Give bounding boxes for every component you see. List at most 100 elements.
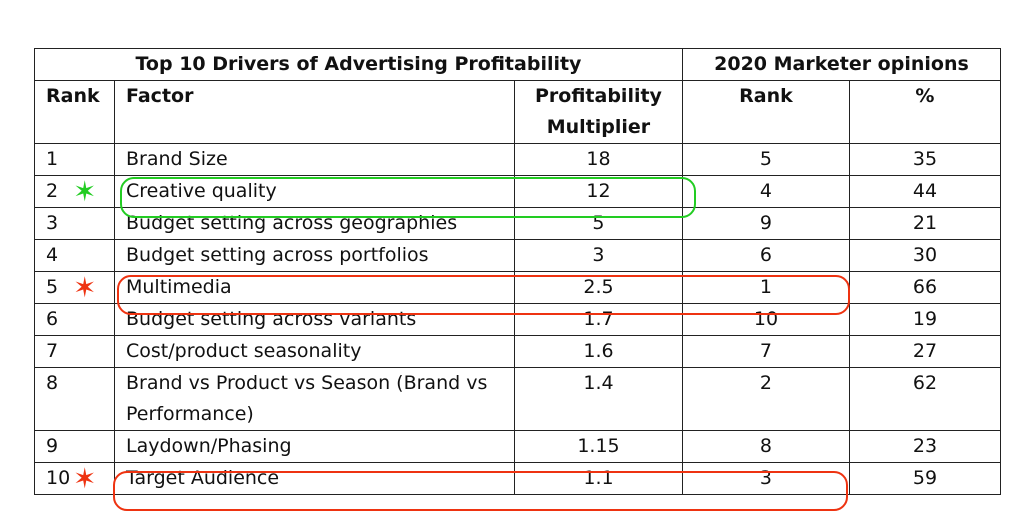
multiplier-cell: 1.4 (514, 367, 683, 431)
factor-cell: Cost/product seasonality (114, 335, 515, 368)
percent-cell-text: 35 (912, 148, 938, 170)
opinion-rank-cell-text: 3 (759, 467, 772, 489)
percent-cell: 19 (848, 303, 1001, 336)
factor-cell: Creative quality (114, 175, 515, 208)
multiplier-cell: 3 (514, 239, 683, 272)
red-star-icon: ✶ (73, 462, 97, 495)
multiplier-cell-text: 12 (586, 180, 611, 202)
rank-cell: 2 ✶ (34, 175, 115, 208)
percent-cell-text: 62 (912, 372, 938, 394)
percent-cell-text: 21 (912, 212, 938, 234)
rank-cell: 10 ✶ (34, 462, 115, 495)
table-row: 3 Budget setting across geographies 5 9 21 (34, 207, 1001, 240)
multiplier-cell-text: 1.15 (577, 435, 620, 457)
opinion-rank-cell: 8 (681, 430, 850, 463)
column-header-row: Rank Factor Profitability Multiplier Ran… (34, 80, 1001, 144)
table-row: 7 Cost/product seasonality 1.6 7 27 (34, 335, 1001, 368)
percent-cell-text: 27 (912, 340, 938, 362)
factor-cell-text: Brand vs Product vs Season (Brand vs Per… (126, 372, 488, 425)
percent-cell: 66 (848, 271, 1001, 304)
multiplier-cell-text: 1.1 (583, 467, 614, 489)
multiplier-cell: 5 (514, 207, 683, 240)
percent-cell-text: 30 (912, 244, 938, 266)
multiplier-cell-text: 1.7 (583, 308, 614, 330)
percent-cell: 44 (848, 175, 1001, 208)
rank-cell-text: 8 (46, 372, 59, 394)
opinion-rank-cell-text: 5 (759, 148, 772, 170)
percent-cell: 27 (848, 335, 1001, 368)
table-row: 8 Brand vs Product vs Season (Brand vs Pe… (34, 367, 1001, 431)
opinion-rank-cell: 3 (681, 462, 850, 495)
rank-cell-text: 6 (46, 308, 59, 330)
percent-cell-text: 66 (912, 276, 938, 298)
multiplier-cell: 1.7 (514, 303, 683, 336)
group-header-row: Top 10 Drivers of Advertising Profitabil… (34, 48, 1001, 81)
drivers-table: Top 10 Drivers of Advertising Profitabil… (34, 48, 1001, 495)
rank-cell-text: 1 (46, 148, 59, 170)
table-row: 9 Laydown/Phasing 1.15 8 23 (34, 430, 1001, 463)
percent-cell-text: 23 (912, 435, 938, 457)
rank-cell: 9 (34, 430, 115, 463)
rank-cell: 4 (34, 239, 115, 272)
multiplier-cell: 1.1 (514, 462, 683, 495)
table-row: 4 Budget setting across portfolios 3 6 30 (34, 239, 1001, 272)
percent-cell: 35 (848, 143, 1001, 176)
factor-cell: Budget setting across geographies (114, 207, 515, 240)
rank-cell: 1 (34, 143, 115, 176)
group-title-left: Top 10 Drivers of Advertising Profitabil… (34, 48, 683, 81)
opinion-rank-cell-text: 10 (753, 308, 779, 330)
multiplier-cell: 1.15 (514, 430, 683, 463)
red-star-icon: ✶ (73, 271, 97, 304)
opinion-rank-cell-text: 2 (759, 372, 772, 394)
percent-cell: 59 (848, 462, 1001, 495)
opinion-rank-cell-text: 8 (759, 435, 772, 457)
opinion-rank-cell: 2 (681, 367, 850, 431)
multiplier-cell-text: 2.5 (583, 276, 614, 298)
rank-cell: 5 ✶ (34, 271, 115, 304)
multiplier-cell: 12 (514, 175, 683, 208)
opinion-rank-cell-text: 4 (759, 180, 772, 202)
factor-cell: Budget setting across portfolios (114, 239, 515, 272)
percent-cell: 30 (848, 239, 1001, 272)
percent-cell-text: 44 (912, 180, 938, 202)
multiplier-cell-text: 1.4 (583, 372, 614, 394)
drivers-table-wrapper: Top 10 Drivers of Advertising Profitabil… (34, 48, 1001, 495)
multiplier-cell-text: 3 (592, 244, 605, 266)
opinion-rank-cell-text: 6 (759, 244, 772, 266)
rank-cell-text: 7 (46, 340, 59, 362)
opinion-rank-cell: 4 (681, 175, 850, 208)
group-title-right: 2020 Marketer opinions (681, 48, 1001, 81)
factor-cell-text: Cost/product seasonality (126, 340, 362, 362)
factor-cell-text: Laydown/Phasing (126, 435, 292, 457)
table-row: 5 ✶ Multimedia 2.5 1 66 (34, 271, 1001, 304)
rank-cell-text: 5 (46, 276, 59, 298)
table-row: 1 Brand Size 18 5 35 (34, 143, 1001, 176)
percent-cell: 62 (848, 367, 1001, 431)
factor-cell-text: Creative quality (126, 180, 277, 202)
col-header-rank: Rank (34, 80, 115, 144)
opinion-rank-cell: 9 (681, 207, 850, 240)
table-row: 2 ✶ Creative quality 12 4 44 (34, 175, 1001, 208)
table-row: 10 ✶ Target Audience 1.1 3 59 (34, 462, 1001, 495)
col-header-factor: Factor (114, 80, 515, 144)
rank-cell-text: 9 (46, 435, 59, 457)
factor-cell-text: Multimedia (126, 276, 232, 298)
opinion-rank-cell: 1 (681, 271, 850, 304)
factor-cell-text: Brand Size (126, 148, 228, 170)
factor-cell-text: Target Audience (126, 467, 280, 489)
rank-cell-text: 3 (46, 212, 59, 234)
multiplier-cell: 2.5 (514, 271, 683, 304)
multiplier-cell: 1.6 (514, 335, 683, 368)
factor-cell: Multimedia (114, 271, 515, 304)
opinion-rank-cell-text: 9 (759, 212, 772, 234)
multiplier-cell-text: 18 (586, 148, 611, 170)
factor-cell-text: Budget setting across portfolios (126, 244, 429, 266)
factor-cell: Brand vs Product vs Season (Brand vs Per… (114, 367, 515, 431)
col-header-multiplier: Profitability Multiplier (514, 80, 683, 144)
opinion-rank-cell: 5 (681, 143, 850, 176)
rank-cell: 8 (34, 367, 115, 431)
rank-cell-text: 2 (46, 180, 59, 202)
factor-cell-text: Budget setting across geographies (126, 212, 458, 234)
percent-cell: 21 (848, 207, 1001, 240)
percent-cell-text: 59 (912, 467, 938, 489)
